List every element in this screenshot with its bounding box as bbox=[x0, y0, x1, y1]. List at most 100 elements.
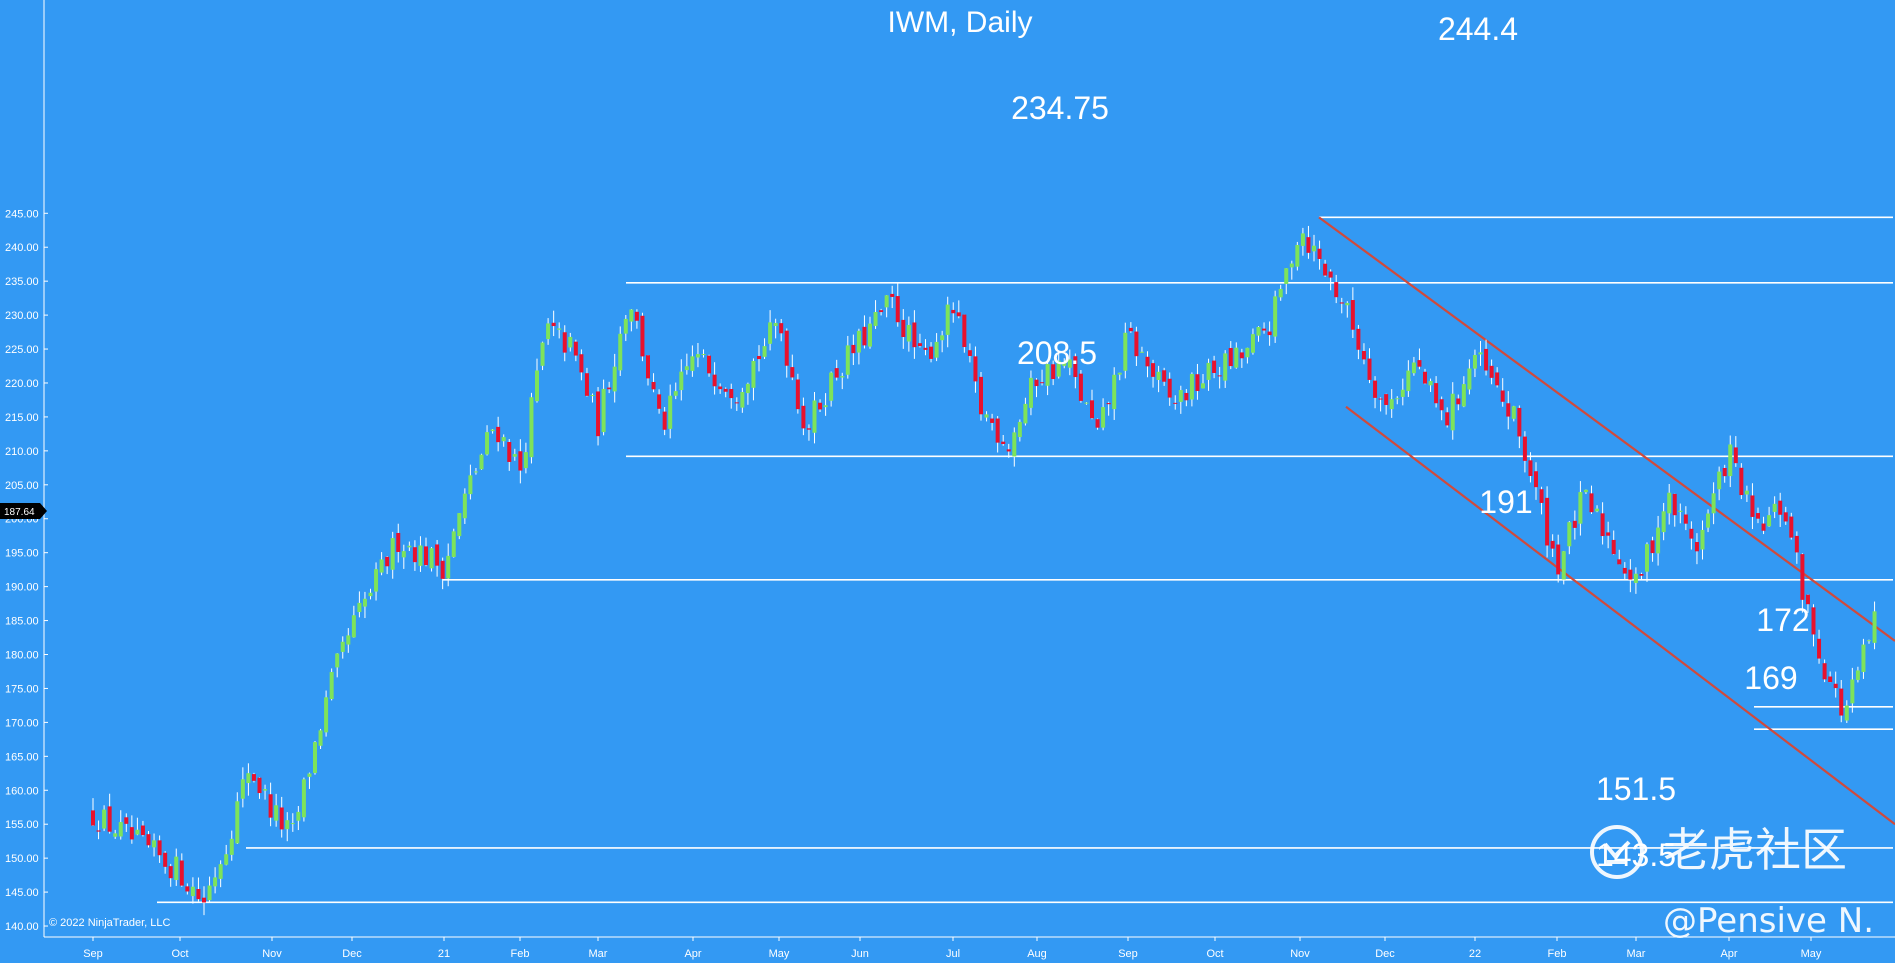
candle-body bbox=[962, 314, 967, 348]
candle-body bbox=[1867, 640, 1871, 642]
x-tick-label: Jun bbox=[851, 948, 869, 960]
candle-body bbox=[1839, 688, 1844, 716]
candle-body bbox=[718, 386, 723, 390]
candle-body bbox=[884, 295, 889, 308]
candle-body bbox=[590, 395, 595, 397]
candle-body bbox=[995, 418, 1000, 443]
candle-body bbox=[1572, 520, 1577, 528]
candle-body bbox=[662, 411, 667, 430]
candle-body bbox=[213, 877, 218, 887]
candle-body bbox=[1239, 352, 1244, 359]
candle-body bbox=[1645, 544, 1649, 572]
candle-body bbox=[107, 806, 112, 832]
y-axis-ticks: 245.00 240.00 235.00 230.00 225.00 220.00 215.… bbox=[5, 208, 48, 933]
candle-body bbox=[240, 779, 245, 799]
candle-body bbox=[1439, 399, 1444, 411]
y-tick-label: 185.00 bbox=[5, 616, 39, 628]
candle-body bbox=[834, 368, 839, 378]
candle-body bbox=[1201, 383, 1205, 389]
candle-body bbox=[301, 779, 306, 818]
candle-body bbox=[96, 830, 101, 832]
candle-body bbox=[1034, 379, 1039, 387]
candle-body bbox=[507, 442, 512, 462]
candle-body bbox=[251, 774, 256, 781]
x-tick-label: Oct bbox=[1206, 948, 1223, 960]
level-label: 169 bbox=[1744, 660, 1797, 696]
candle-body bbox=[1728, 444, 1733, 477]
candle-body bbox=[462, 493, 467, 519]
candle-body bbox=[1600, 513, 1605, 537]
candle-body bbox=[1561, 551, 1566, 580]
candle-body bbox=[1611, 539, 1616, 555]
y-tick-label: 170.00 bbox=[5, 717, 39, 729]
candle-body bbox=[457, 513, 462, 537]
candle-body bbox=[1484, 348, 1489, 371]
candle-body bbox=[1567, 522, 1572, 547]
candle-body bbox=[1062, 362, 1067, 366]
candle-body bbox=[379, 559, 384, 573]
candle-body bbox=[1478, 352, 1483, 355]
candle-body bbox=[362, 598, 367, 607]
candle-body bbox=[1117, 372, 1122, 375]
candle-body bbox=[895, 296, 900, 323]
candle-body bbox=[1445, 412, 1450, 426]
candle-body bbox=[1001, 441, 1006, 445]
candle-body bbox=[1167, 378, 1172, 398]
candle-body bbox=[1506, 403, 1511, 417]
candle-body bbox=[618, 333, 623, 371]
candle-body bbox=[1384, 394, 1389, 405]
candle-body bbox=[1550, 540, 1555, 549]
candle-body bbox=[812, 400, 817, 433]
candle-body bbox=[401, 551, 406, 558]
candle-body bbox=[1256, 326, 1261, 336]
candle-body bbox=[1184, 392, 1189, 401]
candle-body bbox=[1250, 334, 1255, 353]
candle-body bbox=[190, 886, 195, 897]
candle-body bbox=[1217, 375, 1222, 377]
candle-body bbox=[1828, 676, 1833, 683]
candle-body bbox=[318, 730, 323, 746]
candle-body bbox=[424, 546, 428, 566]
candle-body bbox=[1323, 263, 1328, 276]
candle-body bbox=[579, 354, 584, 373]
candle-body bbox=[329, 672, 334, 700]
candle-body bbox=[751, 360, 756, 388]
candle-body bbox=[1539, 489, 1544, 503]
candle-body bbox=[856, 330, 861, 353]
level-label: 172 bbox=[1756, 602, 1809, 638]
chart-title: IWM, Daily bbox=[888, 6, 1033, 39]
candle-body bbox=[1450, 393, 1455, 431]
candle-body bbox=[1389, 399, 1394, 410]
current-price-marker: 187.64 bbox=[0, 503, 47, 519]
level-label: 191 bbox=[1479, 484, 1532, 520]
candle-body bbox=[1750, 495, 1755, 517]
level-label: 208.5 bbox=[1017, 335, 1097, 371]
y-tick-label: 240.00 bbox=[5, 242, 39, 254]
candle-body bbox=[1128, 327, 1133, 332]
candle-body bbox=[473, 471, 478, 473]
candle-body bbox=[990, 418, 995, 423]
candle-body bbox=[1556, 544, 1561, 575]
candle-body bbox=[196, 889, 201, 900]
candle-body bbox=[335, 653, 340, 668]
candle-body bbox=[1312, 245, 1316, 252]
candle-body bbox=[1267, 331, 1272, 336]
candle-body bbox=[979, 376, 983, 415]
candle-body bbox=[540, 342, 545, 366]
candle-body bbox=[773, 322, 778, 327]
candle-body bbox=[734, 402, 739, 404]
candle-body bbox=[779, 323, 784, 334]
candle-body bbox=[440, 560, 445, 579]
candle-body bbox=[218, 864, 223, 879]
candle-body bbox=[1495, 372, 1500, 386]
candle-body bbox=[368, 592, 373, 597]
y-tick-label: 215.00 bbox=[5, 412, 39, 424]
candle-body bbox=[1778, 500, 1783, 515]
candle-body bbox=[1306, 237, 1311, 253]
candle-body bbox=[357, 602, 362, 613]
candle-body bbox=[324, 697, 329, 733]
candle-body bbox=[1472, 354, 1477, 369]
candle-body bbox=[451, 531, 456, 557]
candle-body bbox=[1844, 705, 1849, 721]
candle-body bbox=[396, 532, 401, 552]
